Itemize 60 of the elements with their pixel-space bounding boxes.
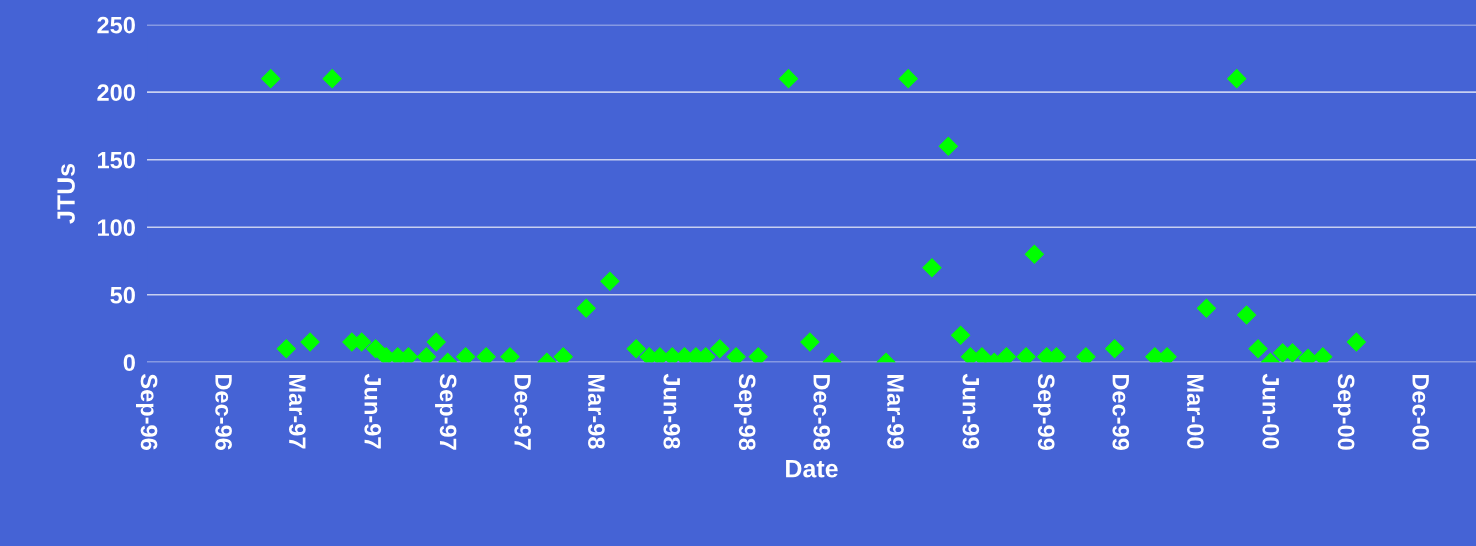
point [1196,298,1216,318]
x-tick-label: Mar-99 [887,374,904,449]
x-tick-label: Dec-99 [1112,374,1130,450]
y-axis-title: JTUs [57,163,75,224]
point [1313,347,1333,363]
x-tick-label: Sep-96 [136,374,158,450]
point [996,347,1017,363]
point [500,347,520,363]
point [710,339,730,359]
point [922,258,942,278]
x-tick-label: Sep-00 [1333,374,1355,450]
x-tick-label: Sep-99 [1033,374,1055,450]
point [800,332,820,352]
y-tick-label: 0 [123,354,135,372]
point [261,69,281,89]
y-tick-label: 150 [98,151,135,169]
x-tick-label: Mar-98 [588,374,605,449]
x-tick-label: Sep-97 [435,374,457,450]
point [553,347,573,363]
x-tick-label: Dec-96 [215,374,232,450]
point [1227,69,1247,89]
point [1237,305,1257,325]
point [726,347,746,363]
x-tick-label: Sep-98 [734,374,756,451]
point [1076,347,1096,363]
point [1016,347,1036,363]
point [898,69,918,89]
point [456,347,476,363]
point [626,339,646,359]
point [576,298,596,318]
point [748,347,768,363]
y-tick-label: 100 [98,219,135,237]
x-tick-label: Mar-97 [288,374,306,449]
y-tick-label: 200 [97,84,135,101]
point [366,339,386,359]
point [779,69,799,89]
point [322,69,342,89]
point [938,136,958,156]
point [951,325,971,345]
x-tick-label: Jun-99 [962,373,980,449]
x-tick-label: Jun-00 [1262,373,1280,449]
x-tick-label: Jun-97 [364,373,382,449]
point [476,347,496,363]
point [1248,339,1268,359]
point [426,332,446,352]
point [1024,244,1044,264]
x-axis-title: Date [786,460,838,478]
y-tick-label: 250 [97,16,135,34]
point [1346,332,1366,352]
point [600,271,620,291]
x-tick-label: Dec-00 [1412,374,1430,450]
x-tick-label: Jun-98 [663,373,681,449]
x-tick-label: Dec-98 [813,374,831,451]
point [1105,339,1125,359]
y-tick-label: 50 [110,286,135,304]
point [276,339,296,359]
point [416,347,436,363]
x-tick-label: Mar-00 [1186,374,1204,449]
x-tick-label: Dec-97 [514,374,532,450]
point [300,332,320,352]
